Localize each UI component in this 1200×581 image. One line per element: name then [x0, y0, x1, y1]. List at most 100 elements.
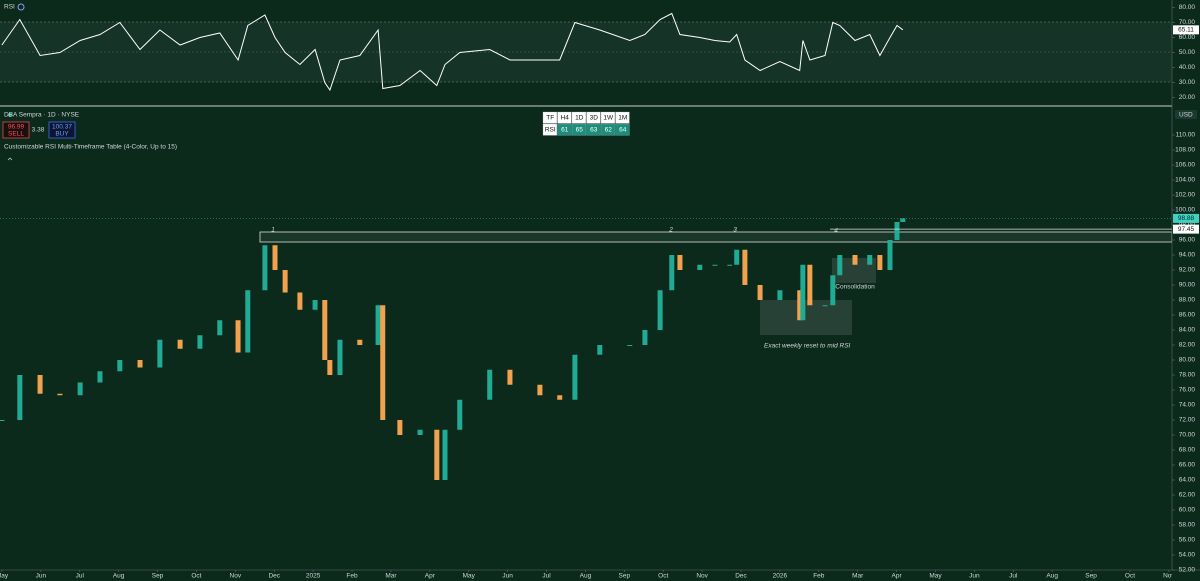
x-tick-label: Nov — [230, 573, 242, 580]
settings-icon[interactable] — [17, 3, 25, 11]
currency-box[interactable] — [1175, 110, 1197, 119]
candle — [572, 354, 578, 400]
table-cell-text: H4 — [561, 115, 570, 122]
x-tick-label: Sep — [152, 573, 164, 580]
rsi-table: TF H4 1D 3D 1W 1M RSI 61 65 63 62 64 — [542, 111, 630, 136]
candle — [900, 218, 906, 222]
candle — [337, 339, 343, 375]
candle — [97, 371, 103, 383]
candle — [822, 305, 828, 307]
x-tick-label: Sep — [1085, 573, 1097, 580]
candle — [322, 300, 328, 360]
table-cell — [542, 123, 558, 136]
candle — [0, 420, 5, 421]
price-pane: DBA Sempra · 1D · NYSE 96.99 SELL 3.38 1… — [2, 111, 1173, 335]
table-cell — [615, 123, 630, 136]
y-tick-label: 70.00 — [1179, 432, 1196, 439]
y-tick-label: 92.00 — [1179, 267, 1196, 274]
y-tick-label: 94.00 — [1179, 252, 1196, 259]
buy-button[interactable] — [48, 121, 76, 139]
annotation: 2 — [668, 227, 673, 234]
y-tick-label: 72.00 — [1179, 417, 1196, 424]
candle — [597, 345, 603, 355]
candle — [887, 240, 893, 270]
candle — [177, 339, 183, 349]
currency: USD — [1179, 112, 1193, 119]
y-tick-label: 62.00 — [1179, 492, 1196, 499]
y-tick-label: 58.00 — [1179, 522, 1196, 529]
candle — [217, 320, 223, 336]
sell-button[interactable] — [2, 121, 30, 139]
candle — [642, 330, 648, 345]
candle — [800, 264, 806, 321]
candle — [867, 255, 873, 265]
x-tick-label: Dec — [268, 573, 280, 580]
value-tag-label: 98.88 — [1178, 215, 1195, 222]
x-tick-label: Oct — [658, 573, 668, 580]
candle — [442, 429, 448, 480]
candle — [830, 275, 836, 306]
collapse-icon[interactable] — [7, 157, 13, 161]
x-tick-label: May — [929, 573, 942, 580]
candle — [137, 360, 143, 368]
rsi-pane: RSI — [0, 3, 1172, 83]
spread: 3.38 — [32, 127, 45, 134]
rsi-line — [1, 12, 904, 92]
annotation: Consolidation — [835, 284, 875, 291]
candle — [677, 255, 683, 270]
axis-background — [1172, 0, 1200, 581]
table-cell-text: TF — [546, 115, 554, 122]
candle — [777, 290, 783, 300]
x-tick-label: May — [463, 573, 476, 580]
x-tick-label: Nov — [696, 573, 708, 580]
candle — [235, 320, 241, 353]
y-tick-label: 90.00 — [1179, 282, 1196, 289]
candle — [537, 384, 543, 396]
x-tick-label: Apr — [892, 573, 903, 580]
indicator-name: Customizable RSI Multi-Timeframe Table (… — [4, 144, 177, 151]
x-tick-label: Jun — [36, 573, 47, 580]
y-tick-label: 74.00 — [1179, 402, 1196, 409]
y-tick-label: 84.00 — [1179, 327, 1196, 334]
table-cell-text: 65 — [576, 127, 584, 134]
rsi-tick-label: 30.00 — [1179, 79, 1196, 86]
candle — [57, 393, 63, 396]
candle — [245, 290, 251, 353]
y-tick-label: 106.00 — [1175, 162, 1195, 169]
candle — [797, 290, 803, 321]
candle — [357, 339, 363, 345]
x-tick-label: Oct — [1125, 573, 1135, 580]
candle — [852, 255, 858, 265]
candle — [17, 375, 23, 420]
x-tick-label: Aug — [1046, 573, 1058, 580]
table-cell-text: 61 — [561, 127, 569, 134]
x-tick-label: Oct — [191, 573, 201, 580]
candle — [457, 399, 463, 430]
y-tick-label: 102.00 — [1175, 192, 1195, 199]
table-cell — [571, 111, 587, 124]
candle — [197, 335, 203, 349]
x-tick-label: Jul — [542, 573, 551, 580]
y-tick-label: 56.00 — [1179, 537, 1196, 544]
candle — [117, 360, 123, 372]
y-tick-label: 52.00 — [1179, 567, 1196, 574]
y-tick-label: 64.00 — [1179, 477, 1196, 484]
candle — [487, 369, 493, 400]
candle — [507, 369, 513, 385]
value-tag — [1173, 224, 1199, 234]
table-cell — [615, 111, 630, 124]
candle — [157, 339, 163, 368]
x-tick-label: Nov — [1163, 573, 1175, 580]
symbol-title: DBA Sempra · 1D · NYSE — [4, 112, 80, 119]
x-tick-label: Feb — [346, 573, 358, 580]
candle — [297, 292, 303, 310]
y-tick-label: 60.00 — [1179, 507, 1196, 514]
candle — [807, 264, 813, 306]
candle — [77, 382, 83, 396]
x-tick-label: Aug — [580, 573, 592, 580]
sell-label: SELL — [8, 131, 24, 138]
candle — [742, 249, 748, 285]
annotation: 4 — [834, 228, 838, 235]
y-tick-label: 68.00 — [1179, 447, 1196, 454]
table-cell-text: 1D — [575, 115, 584, 122]
